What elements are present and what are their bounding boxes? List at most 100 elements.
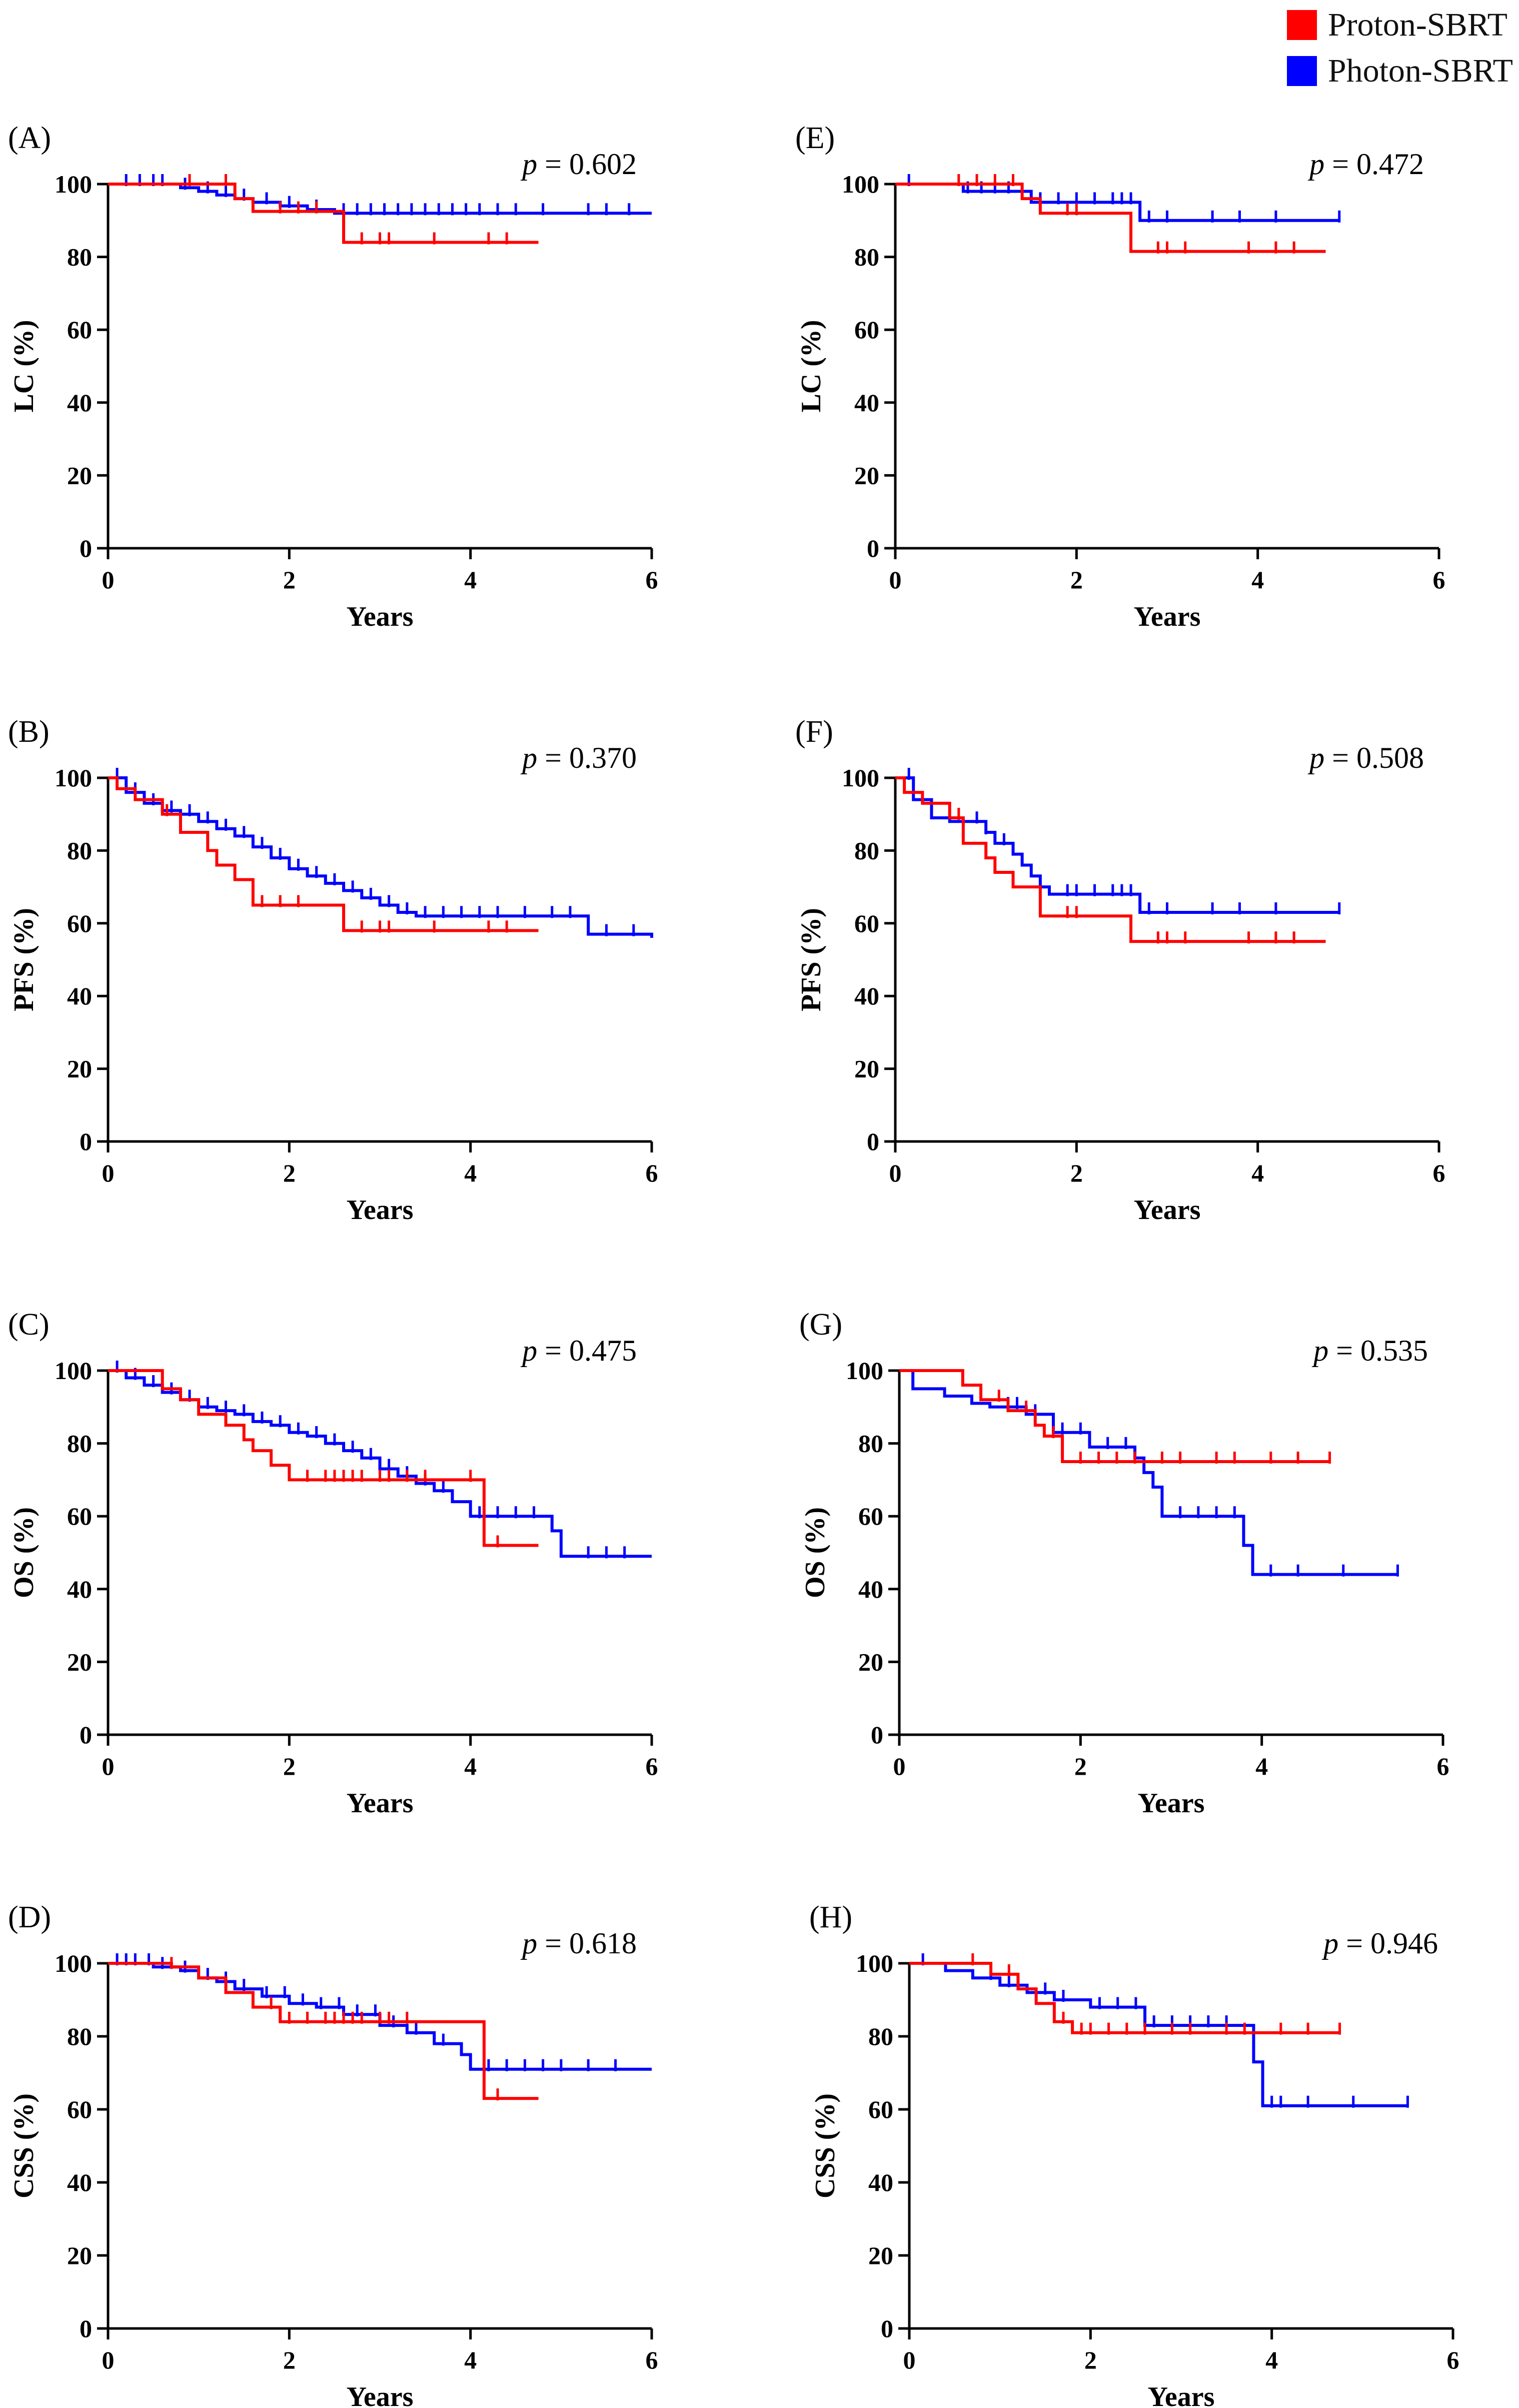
x-axis-label: Years [347,1788,414,1819]
y-tick-label: 20 [868,2241,893,2269]
y-tick-label: 20 [858,1648,883,1676]
y-axis-label: PFS (%) [9,908,40,1011]
p-number: = 0.535 [1336,1334,1428,1367]
y-tick-label: 20 [67,1648,92,1676]
y-tick-label: 0 [80,534,92,562]
y-tick-label: 20 [67,2241,92,2269]
x-tick-label: 0 [102,1159,115,1187]
panel-d: (D) p = 0.618 0 20 40 60 80 100 0 2 4 6 Years CSS (%) [8,1900,658,2408]
p-value: p = 0.370 [520,741,637,774]
x-tick-label: 2 [283,2346,296,2374]
series-proton [108,1369,539,1548]
y-tick-label: 60 [854,316,879,344]
y-tick-label: 0 [867,1127,879,1155]
p-value: p = 0.472 [1307,148,1424,181]
y-axis-label: CSS (%) [9,2093,40,2198]
km-curve-photon [108,776,653,938]
y-tick-label: 80 [854,243,879,271]
p-number: = 0.475 [545,1334,637,1367]
x-axis-label: Years [347,2381,414,2408]
p-value: p = 0.618 [520,1927,637,1960]
legend-label-photon: Photon-SBRT [1327,53,1513,89]
y-tick-label: 100 [856,1949,893,1977]
y-tick-label: 100 [55,764,92,792]
series-proton [108,776,539,933]
panel-label: (A) [8,121,51,155]
km-curve-proton [108,183,539,244]
y-tick-label: 80 [67,836,92,864]
y-tick-label: 40 [858,1575,883,1603]
y-axis-label: PFS (%) [796,908,827,1011]
p-value: p = 0.535 [1311,1334,1428,1367]
x-tick-label: 6 [1433,1159,1445,1187]
p-symbol: p [1307,741,1332,774]
y-tick-label: 0 [881,2314,893,2342]
km-curve-proton [108,776,539,932]
p-symbol: p [1311,1334,1336,1367]
x-tick-label: 4 [464,1752,477,1780]
x-tick-label: 6 [1433,566,1445,594]
series-photon [108,768,653,938]
y-tick-label: 60 [854,909,879,937]
panel-g: (G) p = 0.535 0 20 40 60 80 100 0 2 4 6 Years OS (%) [799,1308,1449,1819]
km-curve-proton [108,1369,539,1547]
y-tick-label: 100 [55,170,92,198]
x-tick-label: 0 [102,2346,115,2374]
x-tick-label: 6 [646,2346,658,2374]
legend: Proton-SBRT Photon-SBRT [1286,2,1513,94]
y-tick-label: 60 [67,316,92,344]
x-axis-label: Years [1134,1194,1201,1226]
x-axis-label: Years [347,1194,414,1226]
x-tick-label: 6 [1447,2346,1459,2374]
y-tick-label: 80 [67,2022,92,2050]
x-tick-label: 0 [102,1752,115,1780]
panel-label: (F) [795,715,833,749]
y-axis-label: LC (%) [9,320,40,412]
legend-swatch-photon [1286,56,1317,86]
y-axis-label: OS (%) [9,1507,40,1598]
y-tick-label: 0 [80,1127,92,1155]
panel-c: (C) p = 0.475 0 20 40 60 80 100 0 2 4 6 Years OS (%) [8,1308,658,1819]
series-proton [909,1953,1341,2035]
panel-label: (H) [809,1900,852,1934]
x-tick-label: 4 [1255,1752,1268,1780]
x-tick-label: 2 [1074,1752,1087,1780]
x-tick-label: 6 [646,1159,658,1187]
p-value: p = 0.946 [1321,1927,1438,1960]
y-axis-label: CSS (%) [810,2093,841,2198]
p-symbol: p [1307,148,1332,181]
p-number: = 0.618 [545,1927,637,1960]
series-photon [895,174,1341,223]
p-symbol: p [520,741,545,774]
x-tick-label: 4 [464,2346,477,2374]
panel-label: (E) [795,121,835,155]
panel-e: (E) p = 0.472 0 20 40 60 80 100 0 2 4 6 Years LC (%) [795,121,1445,632]
y-tick-label: 40 [854,982,879,1010]
panel-label: (C) [8,1308,50,1342]
x-tick-label: 0 [889,566,902,594]
y-tick-label: 0 [871,1721,883,1749]
y-tick-label: 100 [842,170,879,198]
series-photon [899,1369,1399,1577]
p-number: = 0.946 [1346,1927,1438,1960]
x-tick-label: 0 [889,1159,902,1187]
x-tick-label: 4 [464,1159,477,1187]
series-photon [895,768,1341,914]
p-symbol: p [520,1334,545,1367]
series-proton [899,1369,1331,1464]
y-tick-label: 20 [67,461,92,489]
series-proton [895,776,1326,944]
series-photon [108,1361,652,1559]
y-tick-label: 60 [868,2095,893,2123]
p-symbol: p [520,1927,545,1960]
y-axis-label: LC (%) [796,320,827,412]
x-tick-label: 6 [646,566,658,594]
legend-label-proton: Proton-SBRT [1327,7,1507,43]
y-tick-label: 20 [67,1055,92,1083]
km-curve-photon [909,1962,1408,2107]
km-curve-proton [108,1962,539,2100]
panel-label: (D) [8,1900,51,1934]
km-curve-proton [895,776,1326,943]
y-tick-label: 40 [854,389,879,417]
